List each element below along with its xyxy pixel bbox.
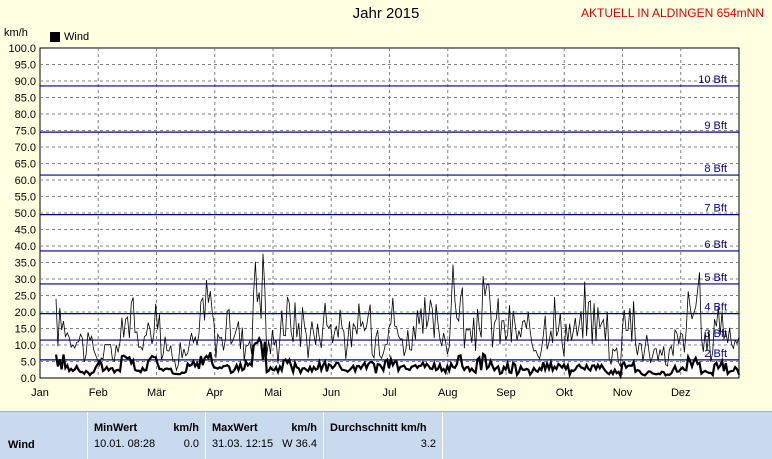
x-tick-label: Mär — [147, 387, 166, 399]
beaufort-label: 8 Bft — [704, 163, 727, 175]
x-tick-label: Nov — [613, 387, 633, 399]
x-tick-labels: Jan Feb Mär Apr Mai Jun Jul Aug Sep Okt Nov Dez — [31, 387, 690, 399]
max-header: MaxWert — [212, 422, 258, 434]
y-tick-label: 55.0 — [15, 192, 36, 204]
y-tick-label: 75.0 — [15, 126, 36, 138]
beaufort-label: 10 Bft — [698, 74, 727, 86]
y-tick-label: 85.0 — [15, 93, 36, 105]
avg-value: 3.2 — [420, 438, 436, 450]
max-time: 31.03. 12:15 — [212, 438, 274, 450]
y-tick-label: 25.0 — [15, 291, 36, 303]
stats-table: Wind MinWert km/h 10.01. 08:28 0.0 MaxWe… — [0, 411, 772, 459]
y-tick-label: 20.0 — [15, 307, 36, 319]
min-time: 10.01. 08:28 — [94, 438, 156, 450]
aktuell-link[interactable]: AKTUELL IN ALDINGEN 654mNN — [581, 6, 764, 20]
y-tick-label: 35.0 — [15, 258, 36, 270]
beaufort-lines: 2 Bft 3 Bft 4 Bft 5 Bft 6 Bft 7 Bft 8 Bft 9 Bft… — [40, 74, 739, 361]
x-tick-label: Aug — [438, 387, 458, 399]
stats-row-label: Wind — [8, 439, 35, 451]
x-tick-label: Dez — [671, 387, 691, 399]
min-header: MinWert — [94, 422, 138, 434]
y-tick-label: 5.0 — [21, 357, 36, 369]
beaufort-label: 7 Bft — [704, 203, 727, 215]
max-unit: km/h — [291, 422, 317, 434]
y-tick-label: 80.0 — [15, 109, 36, 121]
max-value: W 36.4 — [282, 438, 317, 450]
beaufort-label: 6 Bft — [704, 239, 727, 251]
y-tick-label: 70.0 — [15, 142, 36, 154]
y-tick-label: 30.0 — [15, 274, 36, 286]
legend-label: Wind — [64, 31, 90, 43]
legend-swatch — [50, 32, 60, 42]
beaufort-label: 5 Bft — [704, 272, 727, 284]
y-tick-label: 90.0 — [15, 76, 36, 88]
y-tick-label: 95.0 — [15, 60, 36, 72]
beaufort-label: 2 Bft — [704, 348, 727, 360]
x-tick-label: Okt — [556, 387, 573, 399]
beaufort-label: 3 Bft — [704, 328, 727, 340]
y-tick-labels: 0.0 5.0 10.0 15.0 20.0 25.0 30.0 35.0 40.0 45.0 50… — [8, 43, 36, 385]
x-tick-label: Sep — [496, 387, 516, 399]
stats-min-cell: MinWert km/h 10.01. 08:28 0.0 — [87, 412, 205, 459]
stats-max-cell: MaxWert km/h 31.03. 12:15 W 36.4 — [205, 412, 323, 459]
x-tick-label: Apr — [206, 387, 223, 399]
y-tick-label: 100.0 — [8, 43, 36, 55]
min-value: 0.0 — [183, 438, 199, 450]
beaufort-label: 9 Bft — [704, 120, 727, 132]
y-tick-label: 0.0 — [21, 373, 36, 385]
x-tick-label: Feb — [89, 387, 108, 399]
y-tick-label: 45.0 — [15, 225, 36, 237]
y-tick-label: 60.0 — [15, 175, 36, 187]
chart-title: Jahr 2015 — [352, 5, 420, 22]
y-tick-label: 15.0 — [15, 324, 36, 336]
x-tick-label: Jan — [31, 387, 49, 399]
x-tick-label: Jul — [382, 387, 396, 399]
y-tick-label: 50.0 — [15, 208, 36, 220]
avg-header: Durchschnitt km/h — [330, 422, 427, 434]
legend: Wind — [50, 31, 89, 43]
series-wind-mean-line — [54, 335, 741, 380]
y-tick-label: 65.0 — [15, 159, 36, 171]
stats-avg-cell: Durchschnitt km/h 3.2 — [323, 412, 443, 459]
x-tick-label: Mai — [264, 387, 282, 399]
wind-chart: 2 Bft 3 Bft 4 Bft 5 Bft 6 Bft 7 Bft 8 Bft 9 Bft… — [8, 43, 741, 399]
y-tick-label: 10.0 — [15, 340, 36, 352]
beaufort-label: 4 Bft — [704, 302, 727, 314]
min-unit: km/h — [173, 422, 199, 434]
x-tick-label: Jun — [322, 387, 340, 399]
y-tick-label: 40.0 — [15, 241, 36, 253]
series-wind-gust-line — [55, 253, 740, 372]
grid-lines — [40, 48, 739, 378]
y-unit-label: km/h — [4, 27, 28, 39]
